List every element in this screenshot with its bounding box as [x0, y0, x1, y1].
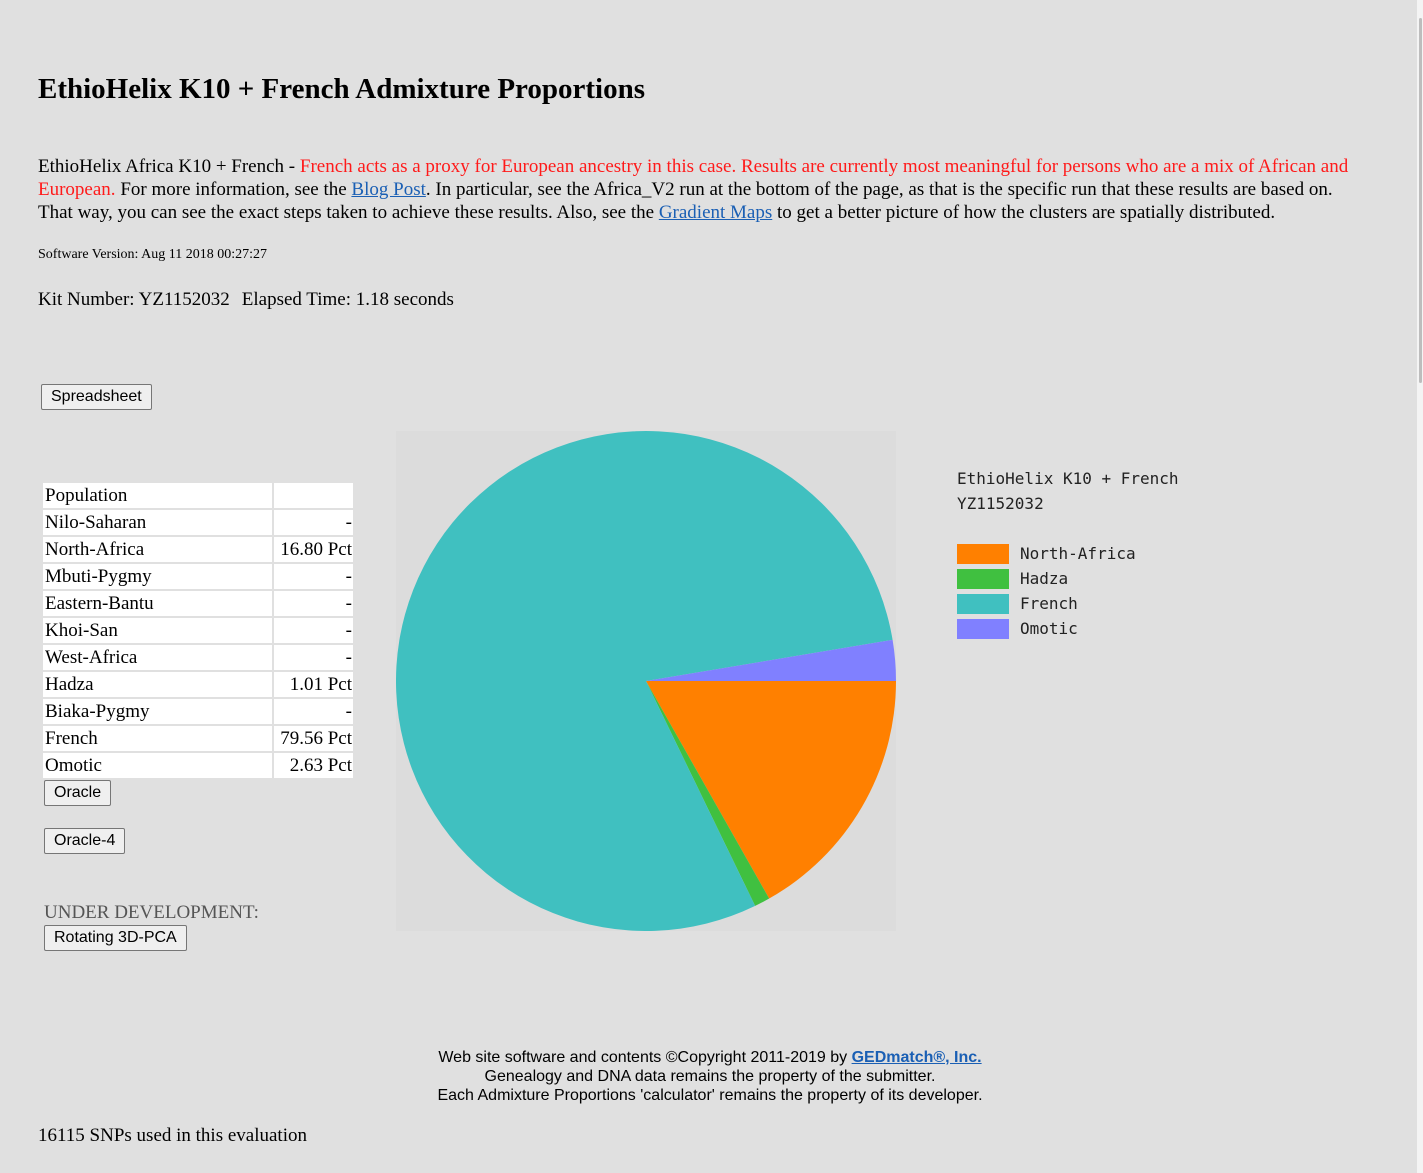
vertical-scrollbar[interactable] — [1417, 0, 1423, 1173]
footer-copyright: Web site software and contents ©Copyrigh… — [0, 1048, 1420, 1067]
population-value: 1.01 Pct — [274, 672, 353, 697]
table-row: Khoi-San - — [43, 618, 353, 643]
legend-label: Omotic — [1020, 619, 1078, 638]
population-value: - — [274, 591, 353, 616]
legend-items: North-Africa Hadza French Omotic — [957, 541, 1179, 641]
chart-legend: EthioHelix K10 + French YZ1152032 North-… — [957, 466, 1179, 641]
population-name: Omotic — [43, 753, 272, 778]
table-row: Hadza 1.01 Pct — [43, 672, 353, 697]
legend-swatch — [957, 618, 1009, 639]
spreadsheet-button[interactable]: Spreadsheet — [41, 384, 152, 410]
pie-slice-hadza — [646, 681, 770, 906]
blog-post-link[interactable]: Blog Post — [351, 179, 426, 200]
footer: Web site software and contents ©Copyrigh… — [0, 1048, 1420, 1105]
scrollbar-thumb[interactable] — [1419, 18, 1422, 383]
population-value: - — [274, 699, 353, 724]
pie-slice-north-africa — [646, 681, 896, 899]
software-version: Software Version: Aug 11 2018 00:27:27 — [38, 247, 268, 262]
population-value: - — [274, 645, 353, 670]
under-development-label: UNDER DEVELOPMENT: — [44, 902, 259, 923]
population-value: - — [274, 618, 353, 643]
oracle-button[interactable]: Oracle — [44, 780, 112, 806]
population-name: Eastern-Bantu — [43, 591, 272, 616]
population-value: 16.80 Pct — [274, 537, 353, 562]
legend-swatch — [957, 543, 1009, 564]
population-header: Population — [43, 483, 272, 508]
legend-item: Omotic — [957, 616, 1179, 641]
population-name: North-Africa — [43, 537, 272, 562]
population-name: Khoi-San — [43, 618, 272, 643]
table-row: West-Africa - — [43, 645, 353, 670]
legend-item: Hadza — [957, 566, 1179, 591]
intro-paragraph: EthioHelix Africa K10 + French - French … — [38, 155, 1358, 224]
population-name: Nilo-Saharan — [43, 510, 272, 535]
pie-slice-omotic — [646, 639, 896, 681]
intro-text-1: For more information, see the — [115, 179, 352, 200]
pie-chart — [395, 431, 896, 932]
copyright-text: Web site software and contents ©Copyrigh… — [438, 1049, 852, 1066]
legend-label: Hadza — [1020, 569, 1069, 588]
footer-calculator-notice: Each Admixture Proportions 'calculator' … — [437, 1087, 983, 1104]
kit-number: Kit Number: YZ1152032 — [38, 289, 230, 310]
intro-text-2: . In particular, see the Africa_V2 run a… — [38, 179, 1333, 223]
legend-item: North-Africa — [957, 541, 1179, 566]
population-table: Population Nilo-Saharan - North-Africa 16.80… — [41, 481, 355, 780]
table-row: Biaka-Pygmy - — [43, 699, 353, 724]
table-row: French 79.56 Pct — [43, 726, 353, 751]
snps-count: 16115 SNPs used in this evaluation — [38, 1125, 307, 1146]
legend-swatch — [957, 593, 1009, 614]
elapsed-time: Elapsed Time: 1.18 seconds — [241, 289, 454, 310]
population-name: French — [43, 726, 272, 751]
table-row: Nilo-Saharan - — [43, 510, 353, 535]
rotating-3d-pca-button[interactable]: Rotating 3D-PCA — [44, 925, 187, 951]
intro-warning: French acts as a proxy for European ance… — [38, 156, 1349, 200]
population-value: 2.63 Pct — [274, 753, 353, 778]
table-row: North-Africa 16.80 Pct — [43, 537, 353, 562]
population-name: West-Africa — [43, 645, 272, 670]
oracle-4-button[interactable]: Oracle-4 — [44, 828, 126, 854]
table-row: Mbuti-Pygmy - — [43, 564, 353, 589]
chart-title: EthioHelix K10 + French — [957, 469, 1179, 488]
value-header — [274, 483, 353, 508]
page-title: EthioHelix K10 + French Admixture Propor… — [38, 73, 646, 105]
legend-swatch — [957, 568, 1009, 589]
legend-label: French — [1020, 594, 1078, 613]
pie-chart-svg — [395, 431, 896, 932]
legend-item: French — [957, 591, 1179, 616]
gedmatch-link[interactable]: GEDmatch®, Inc. — [851, 1049, 982, 1066]
table-row: Omotic 2.63 Pct — [43, 753, 353, 778]
population-value: 79.56 Pct — [274, 726, 353, 751]
kit-info: Kit Number: YZ1152032 Elapsed Time: 1.18 … — [38, 289, 454, 311]
legend-label: North-Africa — [1020, 544, 1136, 563]
intro-text-3: to get a better picture of how the clust… — [772, 202, 1276, 223]
table-row: Eastern-Bantu - — [43, 591, 353, 616]
table-header-row: Population — [43, 483, 353, 508]
population-value: - — [274, 564, 353, 589]
footer-data-notice: Genealogy and DNA data remains the prope… — [484, 1068, 936, 1085]
pie-slice-french — [395, 431, 893, 932]
population-name: Mbuti-Pygmy — [43, 564, 272, 589]
gradient-maps-link[interactable]: Gradient Maps — [658, 202, 773, 223]
population-value: - — [274, 510, 353, 535]
intro-lead: EthioHelix Africa K10 + French - — [38, 156, 300, 177]
chart-subtitle: YZ1152032 — [957, 494, 1044, 513]
population-name: Hadza — [43, 672, 272, 697]
population-name: Biaka-Pygmy — [43, 699, 272, 724]
